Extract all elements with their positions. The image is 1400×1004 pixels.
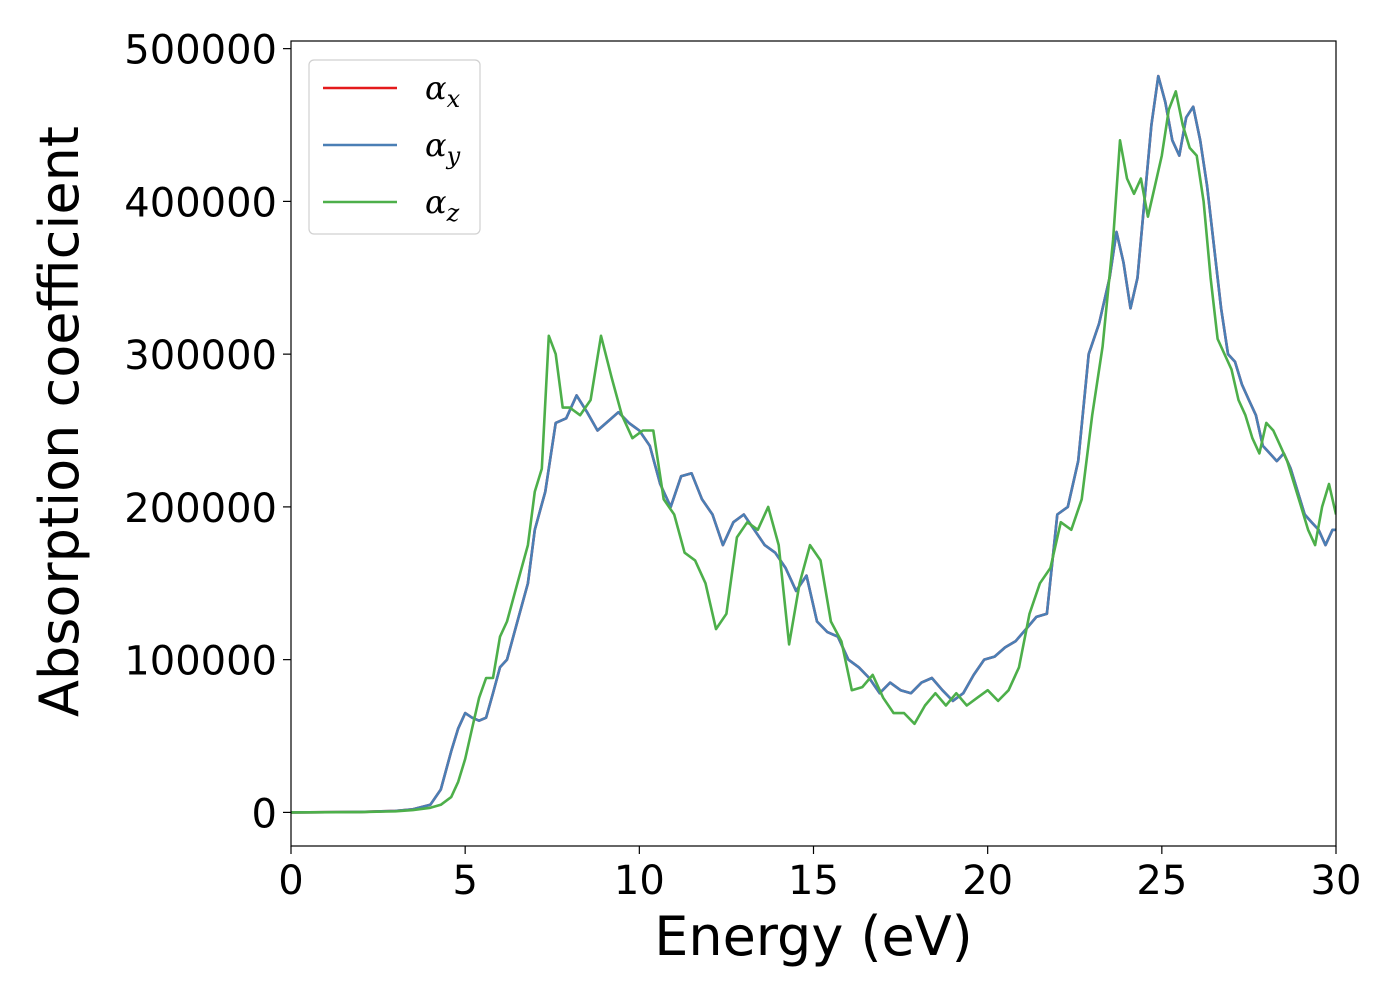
x-tick-label-2: 10	[614, 858, 665, 904]
x-tick-label-1: 5	[452, 858, 477, 904]
legend-label-0: αx	[425, 69, 461, 113]
y-tick-label-5: 500000	[124, 28, 277, 74]
y-tick-label-4: 400000	[124, 180, 277, 226]
y-axis-label: Absorption coefficient	[28, 126, 91, 717]
legend-box	[308, 59, 481, 235]
x-axis-label: Energy (eV)	[654, 905, 973, 968]
series-layer	[291, 74, 1336, 814]
y-tick-label-3: 300000	[124, 333, 277, 379]
ticks-layer: 0 5 10 15 20 25 30 0 100000 200000 300000 400000 500…	[124, 28, 1361, 904]
x-tick-label-6: 30	[1311, 858, 1362, 904]
y-tick-label-0: 0	[252, 791, 277, 837]
x-tick-label-3: 15	[788, 858, 839, 904]
legend-label-2: αz	[425, 183, 460, 227]
legend-label-1: αy	[425, 126, 461, 170]
x-tick-label-5: 25	[1136, 858, 1187, 904]
series-line-2	[291, 90, 1336, 814]
x-tick-label-4: 20	[962, 858, 1013, 904]
y-tick-label-1: 100000	[124, 639, 277, 685]
series-line-1	[291, 74, 1336, 814]
y-tick-label-2: 200000	[124, 486, 277, 532]
x-tick-label-0: 0	[278, 858, 303, 904]
legend: αx αy αz	[308, 59, 481, 235]
